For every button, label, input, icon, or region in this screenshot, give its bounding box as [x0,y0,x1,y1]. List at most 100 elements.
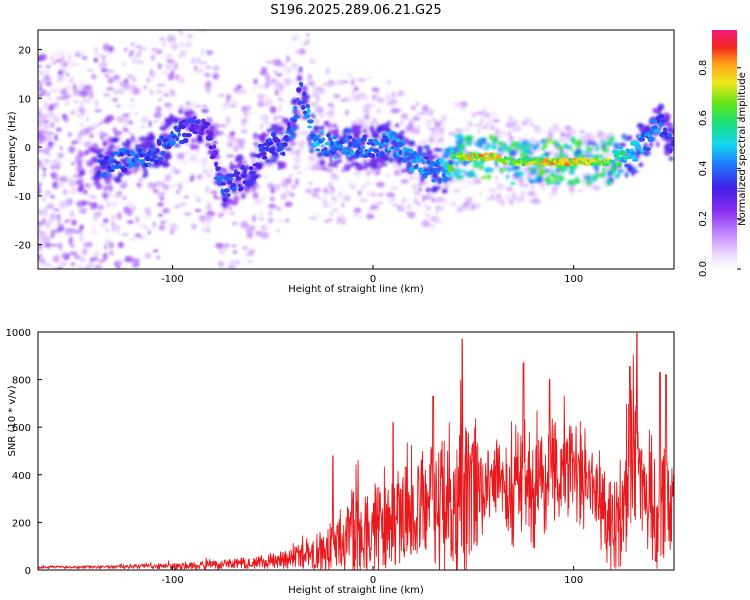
spectrogram-cell [75,179,84,186]
spectrogram-cell [665,142,671,149]
spectrogram-cell [74,229,83,235]
spectrogram-cell [111,97,119,102]
spectrogram-ridge-cell [330,140,334,147]
y-tick-label: 20 [18,46,31,57]
spectrogram-cell [36,308,43,314]
spectrogram-cell [599,135,607,141]
spectrogram-cell [312,125,320,130]
spectrogram-cell [45,222,52,229]
spectrogram-cell [48,96,52,101]
spectrogram-cell [49,172,58,177]
spectrogram-cell [330,173,340,181]
spectrogram-cell [51,298,55,306]
spectrogram-cell [130,167,138,175]
spectrogram-cell [87,91,92,96]
spectrogram-cell [71,109,77,113]
spectrogram-cell [529,167,534,173]
spectrogram-cell [147,134,156,141]
spectrogram-cell [399,173,403,177]
spectrogram-cell [330,107,335,111]
spectrogram-cell [349,163,354,168]
spectrogram-ridge-cell [438,177,442,184]
spectrogram-cell [291,62,299,70]
spectrogram-cell [70,262,76,267]
spectrogram-cell [143,85,147,90]
spectrogram-cell [152,221,156,229]
spectrogram-cell [38,111,41,116]
spectrogram-cell [166,63,175,71]
spectrogram-cell [171,69,175,75]
spectrogram-cell [552,141,557,146]
spectrogram-cell [102,43,111,52]
spectrogram-cell [531,198,541,205]
spectrogram-ridge-cell [401,157,407,163]
spectrogram-cell [173,143,181,148]
spectrogram-ridge-cell [305,104,311,109]
spectrogram-cell [460,169,468,173]
spectrogram-cell [75,158,84,163]
spectrogram-cell [366,214,372,218]
spectrogram-cell [584,176,590,180]
colorbar: 0.0 0.2 0.4 0.6 0.8 Normalized spectral ampl… [698,30,748,277]
spectrogram-cell [670,127,674,135]
spectrogram-cell [415,102,420,106]
spectrogram-cell [147,230,152,235]
spectrogram-cell [631,169,635,177]
spectrogram-cell [344,109,350,117]
spectrogram-ridge-cell [237,184,242,188]
spectrogram-cell [184,110,188,117]
spectrogram-cell [543,152,551,156]
spectrogram-cell [140,116,149,123]
spectrogram-cell [65,72,70,77]
spectrogram-cell [431,198,436,203]
spectrogram-cell [417,145,423,152]
spectrogram-cell [312,187,322,193]
spectrogram-cell [400,130,405,135]
spectrogram-cell [586,145,590,150]
spectrogram-ridge-cell [231,187,237,192]
spectrogram-ridge-cell [281,151,286,157]
spectrogram-ridge-cell [320,137,326,142]
spectrogram-cell [431,175,439,179]
spectrogram-cell [327,102,335,108]
spectrogram-cell [472,162,481,169]
spectrogram-cell [362,110,370,113]
spectrogram-ridge-cell [270,146,276,150]
spectrogram-cell [105,147,112,152]
x-tick-label: 0 [370,274,376,285]
spectrogram-cell [51,51,60,57]
spectrogram-cell [494,165,501,170]
spectrogram-cell [601,146,609,153]
spectrogram-cell [173,94,180,98]
spectrogram-ridge-cell [618,146,624,150]
spectrogram-cell [181,158,188,166]
spectrogram-cell [94,179,100,183]
spectrogram-cell [125,208,134,217]
spectrogram-cell [352,211,359,218]
spectrogram-cell [266,128,273,133]
spectrogram-cell [367,75,373,80]
spectrogram-cell [179,202,187,207]
spectrogram-cell [266,95,270,101]
spectrogram-ridge-cell [442,176,449,182]
spectrogram-cell [426,108,434,117]
spectrogram-cell [40,300,47,304]
spectrogram-cell [162,207,170,214]
spectrogram-cell [38,158,42,165]
spectrogram-cell [243,160,248,165]
spectrogram-cell [151,184,157,190]
spectrogram-cell [96,166,104,171]
spectrogram-cell [508,122,515,129]
spectrogram-cell [550,133,554,139]
spectrogram-ridge-cell [373,148,380,153]
spectrogram-cell [93,214,98,222]
spectrogram-cell [554,186,561,190]
spectrogram-cell [84,84,93,90]
spectrogram-cell [213,194,217,199]
spectrogram-cell [81,51,86,57]
spectrogram-cell [260,66,268,72]
spectrogram-ridge-cell [657,121,664,127]
spectrogram-cell [305,39,310,44]
spectrogram-cell [361,158,370,162]
spectrogram-cell [294,34,302,40]
